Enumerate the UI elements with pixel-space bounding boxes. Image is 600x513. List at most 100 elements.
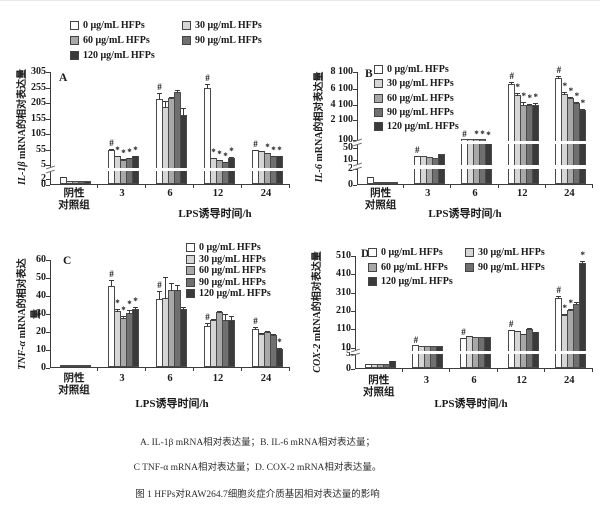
significance-marker: *: [277, 144, 282, 155]
error-bar-cap: [466, 335, 472, 337]
significance-marker: *: [121, 304, 126, 315]
legend-swatch-icon: [368, 262, 377, 272]
significance-marker: *: [486, 129, 491, 140]
error-bar-cap: [568, 96, 574, 98]
panel-label-A: A: [59, 72, 68, 84]
y-tick-label: 155: [31, 112, 46, 124]
x-tick-mark: [401, 369, 403, 372]
significance-marker: #: [253, 315, 258, 326]
legend-swatch-icon: [70, 51, 79, 60]
bar: [388, 360, 396, 368]
axis-break-band: [45, 167, 290, 172]
y-tick-label: 310: [336, 286, 351, 298]
legend-swatch-icon: [186, 277, 195, 287]
error-bar-cap: [127, 310, 132, 312]
legend-swatch-icon: [186, 266, 195, 276]
significance-marker: *: [229, 146, 234, 157]
significance-marker: *: [515, 81, 520, 92]
error-bar: [159, 93, 160, 100]
legend-swatch-icon: [465, 248, 474, 257]
y-tick-mark: [46, 260, 50, 261]
caption-line-3: 图 1 HFPs对RAW264.7细胞炎症介质基因相对表达量的影响: [135, 490, 380, 500]
error-bar-cap: [265, 153, 270, 155]
axis-break-band: [350, 350, 593, 355]
y-tick-mark: [351, 292, 355, 294]
error-bar-cap: [217, 159, 222, 161]
x-tick-mark: [193, 185, 194, 188]
x-tick-mark: [496, 369, 498, 372]
bar-group: [51, 260, 99, 367]
error-bar-cap: [169, 283, 174, 285]
error-bar-cap: [367, 176, 373, 178]
error-bar: [582, 261, 584, 264]
legend-swatch-icon: [374, 93, 383, 103]
significance-marker: *: [115, 145, 120, 156]
legend-swatch-icon: [186, 254, 195, 264]
significance-marker: #: [205, 73, 210, 84]
significance-marker: *: [580, 250, 585, 261]
error-bar-cap: [580, 261, 586, 263]
y-tick-label: 55: [36, 143, 46, 155]
legend-label: 0 μg/mL HFPs: [199, 242, 261, 253]
error-bar-cap: [157, 290, 162, 292]
significance-marker: #: [205, 312, 210, 323]
legend-item-1: 30 μg/mL HFPs: [186, 254, 266, 265]
error-bar-cap: [163, 100, 168, 102]
bar-group: [51, 72, 99, 184]
legend-item-0: 0 μg/mL HFPs: [70, 20, 145, 31]
error-bar-cap: [574, 301, 580, 303]
significance-marker: *: [562, 302, 567, 313]
error-bar-cap: [515, 92, 521, 94]
error-bar-cap: [365, 363, 371, 365]
x-category-label: 6: [472, 188, 478, 199]
y-tick-label: 6 100: [330, 83, 354, 95]
bar: *: [276, 338, 283, 367]
legend-label: 120 μg/mL HFPs: [199, 288, 271, 300]
error-bar-cap: [509, 82, 515, 84]
x-tick-mark: [97, 368, 98, 371]
y-tick-mark: [46, 118, 50, 120]
error-bar-cap: [223, 162, 228, 164]
y-tick-mark: [46, 296, 50, 297]
significance-marker: #: [415, 144, 420, 155]
significance-marker: #: [461, 327, 466, 338]
x-axis-title: LPS诱导时间/h: [135, 398, 209, 410]
legend-item-1: 30 μg/mL HFPs: [465, 247, 545, 258]
y-tick-label: 2 100: [330, 114, 354, 126]
legend-swatch-icon: [374, 122, 383, 132]
error-bar-cap: [61, 177, 66, 179]
error-bar-cap: [205, 323, 210, 325]
significance-marker: *: [271, 144, 276, 155]
y-tick-mark: [353, 159, 357, 161]
error-bar-cap: [109, 148, 114, 150]
error-bar: [570, 96, 572, 100]
legend-swatch-icon: [182, 36, 191, 45]
y-tick-label: 5: [41, 159, 46, 171]
x-tick-mark: [450, 185, 452, 188]
y-tick-label: 30: [36, 308, 46, 319]
y-tick-mark: [46, 165, 50, 167]
x-tick-mark: [97, 185, 98, 188]
panel-C-plot: C # * * * * # # # *: [50, 255, 290, 368]
x-axis-title: LPS诱导时间/h: [178, 208, 252, 220]
gene-name: TNF-α: [17, 340, 28, 370]
y-tick-label: 0: [346, 363, 351, 374]
error-bar-cap: [568, 308, 574, 310]
error-bar: [255, 326, 256, 331]
x-category-label: 阴性 对照组: [58, 373, 90, 396]
error-bar-cap: [157, 93, 162, 95]
y-axis-label-D: COX-2 mRNA的相对表达量: [312, 251, 323, 373]
error-bar-cap: [271, 155, 276, 157]
legend-label: 120 μg/mL HFPs: [381, 276, 453, 287]
legend-item-3: 90 μg/mL HFPs: [186, 277, 266, 288]
y-tick-mark: [353, 120, 357, 122]
error-bar: [558, 295, 560, 300]
significance-marker: *: [562, 81, 568, 92]
significance-marker: *: [217, 148, 222, 159]
bar: [437, 154, 445, 184]
error-bar-cap: [181, 306, 186, 308]
error-bar-cap: [580, 109, 586, 111]
significance-marker: *: [574, 90, 580, 101]
gene-name: IL-6: [314, 164, 325, 183]
y-tick-label: 40: [36, 290, 46, 301]
